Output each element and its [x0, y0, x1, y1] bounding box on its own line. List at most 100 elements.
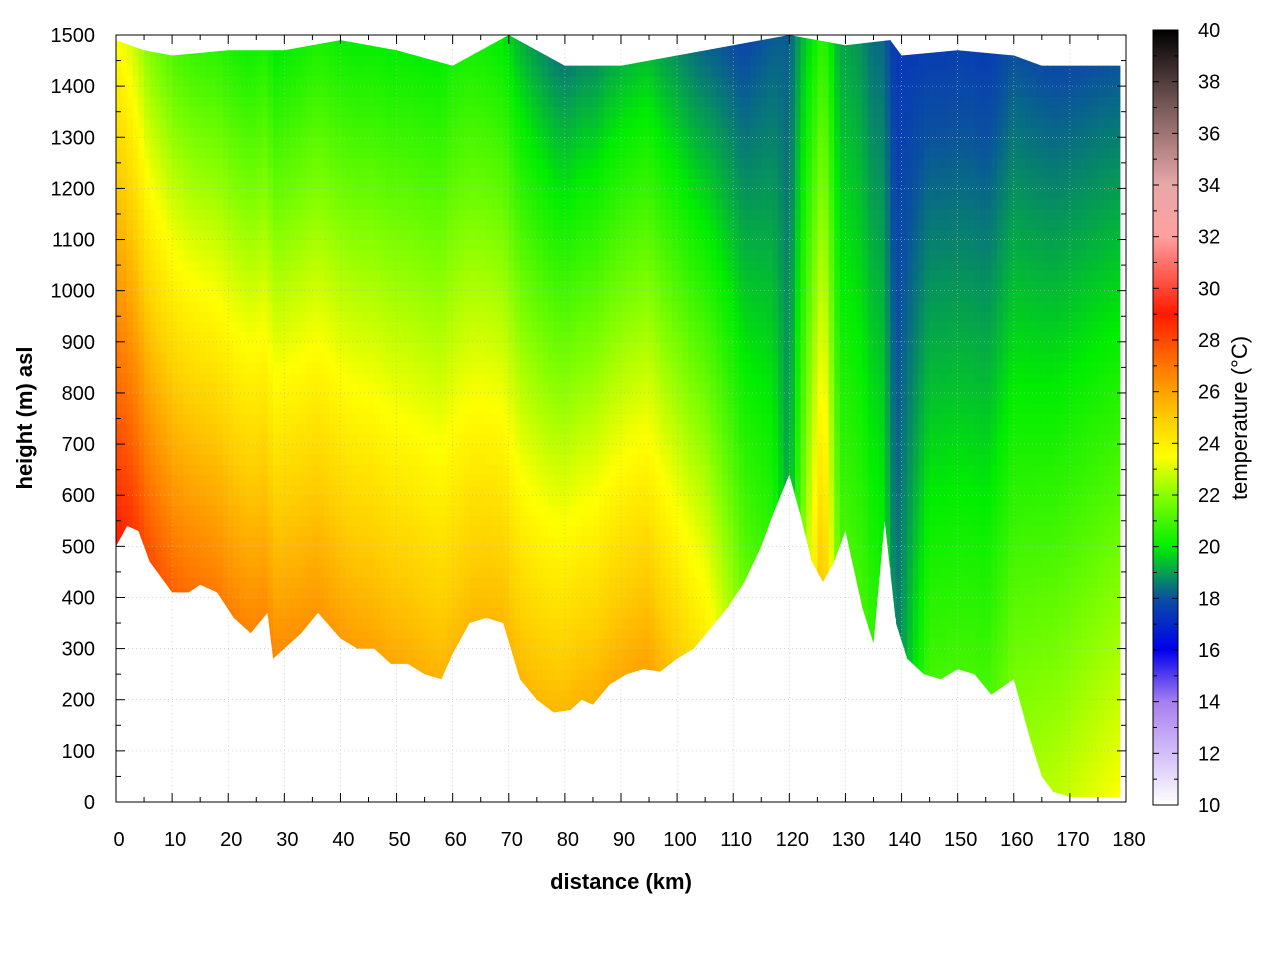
temperature-cell [576, 413, 583, 425]
temperature-cell [570, 178, 577, 189]
temperature-cell [183, 55, 190, 67]
temperature-cell [576, 566, 583, 578]
temperature-cell [553, 628, 560, 639]
temperature-cell [542, 689, 549, 701]
temperature-cell [469, 239, 476, 251]
temperature-cell [267, 167, 274, 179]
temperature-cell [318, 525, 325, 537]
temperature-cell [295, 127, 302, 138]
temperature-cell [160, 341, 168, 353]
temperature-cell [267, 86, 274, 97]
temperature-cell [520, 382, 527, 394]
temperature-cell [318, 127, 325, 138]
temperature-cell [374, 75, 381, 87]
temperature-cell [379, 300, 386, 312]
temperature-cell [323, 178, 330, 189]
temperature-cell [155, 331, 162, 343]
temperature-cell [245, 536, 252, 547]
temperature-cell [419, 648, 426, 660]
temperature-cell [548, 137, 555, 149]
temperature-cell [576, 525, 583, 537]
temperature-cell [188, 464, 196, 476]
temperature-cell [424, 352, 431, 363]
temperature-cell [200, 352, 207, 363]
temperature-cell [542, 96, 549, 108]
temperature-cell [491, 259, 499, 271]
temperature-cell [508, 239, 515, 251]
temperature-cell [424, 566, 431, 578]
temperature-cell [132, 249, 140, 261]
temperature-cell [441, 515, 448, 527]
temperature-cell [256, 546, 263, 558]
temperature-cell [211, 341, 218, 353]
temperature-cell [278, 382, 285, 394]
temperature-cell [553, 638, 560, 650]
temperature-cell [149, 178, 156, 189]
temperature-cell [508, 116, 515, 128]
temperature-cell [211, 413, 218, 425]
temperature-cell [121, 433, 128, 445]
temperature-cell [340, 188, 347, 200]
temperature-cell [205, 55, 212, 67]
temperature-cell [424, 259, 431, 271]
temperature-cell [217, 300, 224, 312]
temperature-cell [576, 546, 583, 558]
temperature-cell [413, 116, 420, 128]
temperature-cell [480, 372, 487, 384]
temperature-cell [385, 536, 392, 547]
temperature-cell [239, 147, 246, 159]
temperature-cell [205, 116, 212, 128]
temperature-cell [576, 577, 583, 588]
temperature-cell [149, 372, 156, 384]
temperature-cell [447, 392, 454, 404]
temperature-cell [228, 587, 235, 599]
temperature-cell [267, 505, 274, 517]
temperature-cell [362, 577, 370, 588]
temperature-cell [525, 648, 532, 660]
temperature-cell [385, 628, 392, 639]
temperature-cell [278, 321, 285, 333]
temperature-cell [284, 147, 291, 159]
temperature-cell [576, 669, 583, 680]
temperature-cell [200, 167, 207, 179]
temperature-cell [334, 116, 342, 128]
temperature-cell [172, 536, 179, 547]
temperature-cell [211, 403, 218, 414]
temperature-cell [402, 413, 409, 425]
temperature-cell [127, 106, 134, 118]
temperature-cell [233, 495, 241, 507]
temperature-cell [183, 86, 190, 97]
temperature-cell [205, 577, 212, 588]
temperature-cell [149, 86, 156, 97]
temperature-cell [491, 372, 499, 384]
temperature-cell [486, 280, 493, 292]
temperature-cell [407, 157, 414, 169]
temperature-cell [245, 495, 252, 507]
temperature-cell [497, 515, 504, 527]
temperature-cell [261, 577, 269, 588]
temperature-cell [127, 75, 134, 87]
temperature-cell [284, 311, 291, 322]
temperature-cell [261, 75, 269, 87]
temperature-cell [233, 423, 241, 435]
temperature-cell [301, 229, 308, 241]
temperature-cell [217, 259, 224, 271]
temperature-cell [160, 178, 168, 189]
temperature-cell [278, 116, 285, 128]
temperature-cell [475, 106, 482, 118]
temperature-cell [379, 106, 386, 118]
temperature-cell [357, 208, 364, 220]
temperature-cell [491, 495, 499, 507]
temperature-cell [480, 577, 487, 588]
temperature-cell [329, 178, 336, 189]
temperature-cell [183, 433, 190, 445]
temperature-cell [419, 392, 426, 404]
temperature-cell [323, 157, 330, 169]
temperature-cell [419, 617, 426, 629]
temperature-cell [374, 413, 381, 425]
temperature-cell [267, 617, 274, 629]
temperature-cell [424, 669, 431, 680]
temperature-cell [368, 127, 375, 138]
temperature-cell [458, 127, 465, 138]
temperature-cell [144, 290, 151, 302]
